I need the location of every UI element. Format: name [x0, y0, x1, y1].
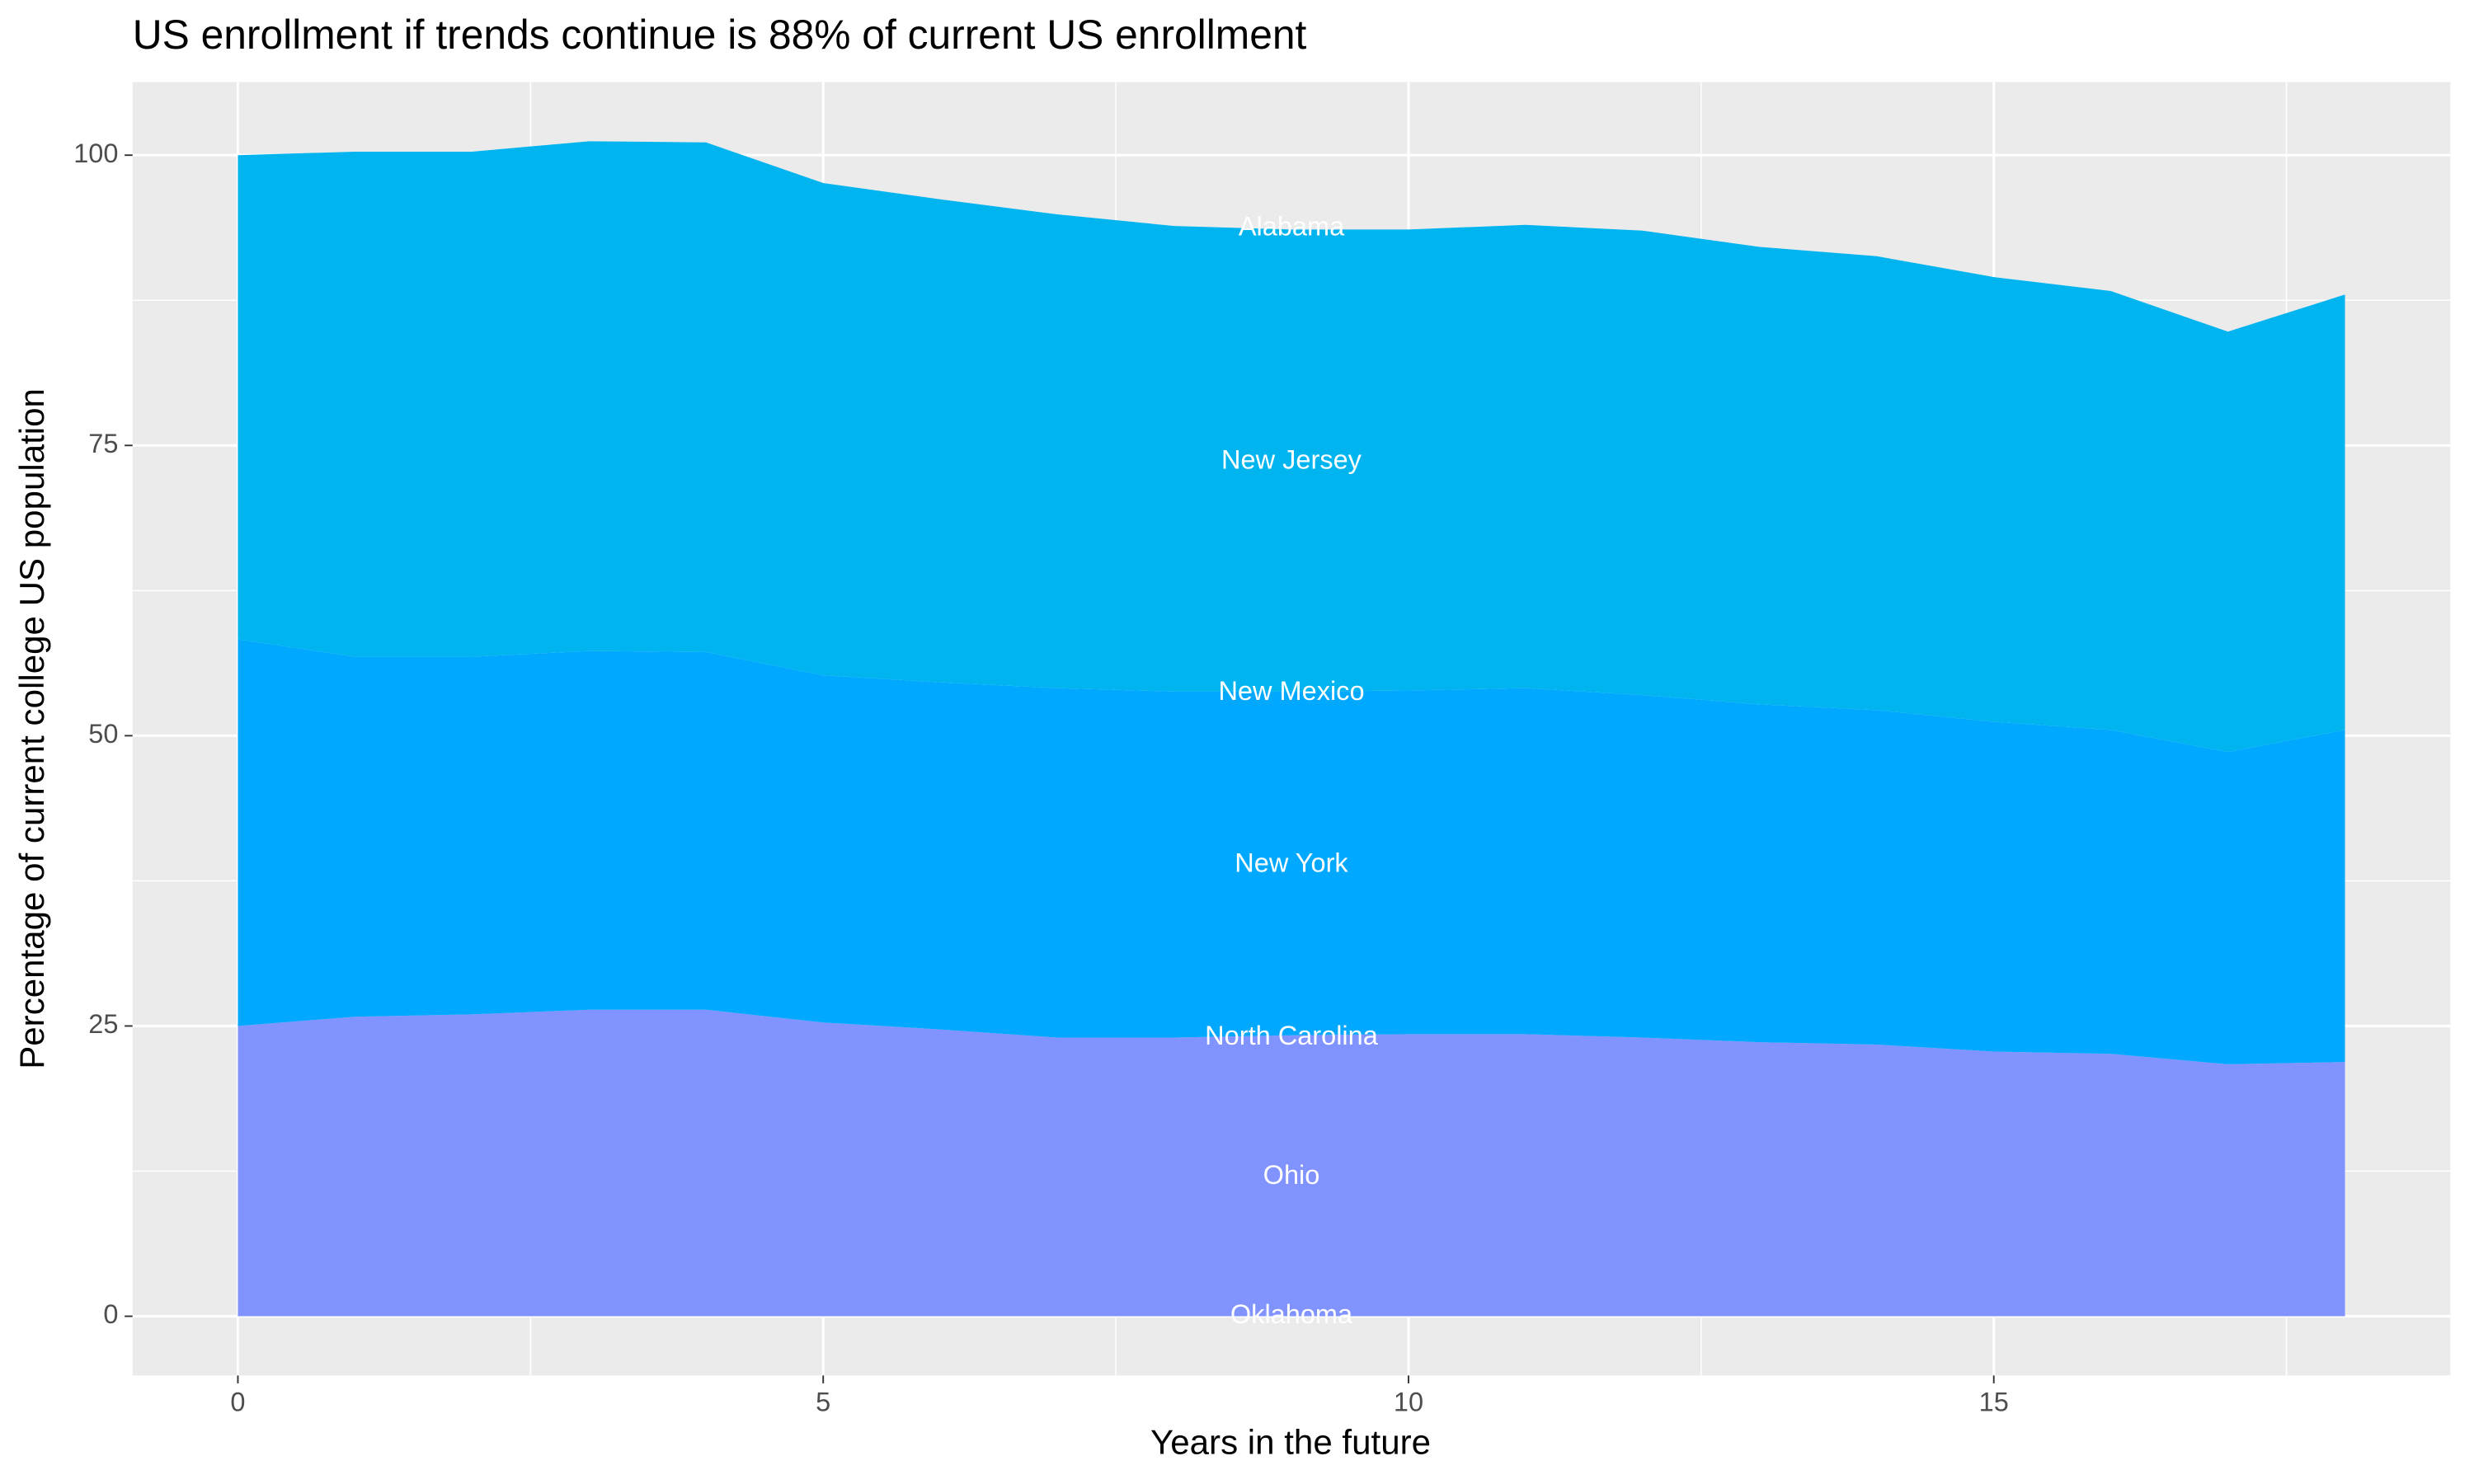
x-tick-label: 0 [230, 1387, 245, 1416]
y-tick-label: 100 [73, 139, 118, 168]
area-layer [238, 639, 2345, 1064]
area-label: Alabama [1239, 212, 1345, 242]
area-layer [238, 1009, 2345, 1317]
area-label: New Mexico [1218, 676, 1364, 706]
area-label: Oklahoma [1230, 1299, 1353, 1329]
chart-title: US enrollment if trends continue is 88% … [133, 12, 1307, 58]
y-tick-label: 50 [88, 719, 118, 749]
x-tick-label: 15 [1979, 1387, 2009, 1416]
y-tick-label: 0 [103, 1299, 118, 1329]
area-label: North Carolina [1205, 1021, 1379, 1050]
y-axis-title: Percentage of current college US populat… [12, 388, 51, 1069]
area-label: Ohio [1263, 1160, 1320, 1190]
area-layer [238, 141, 2345, 753]
y-tick-label: 25 [88, 1009, 118, 1039]
x-tick-label: 5 [816, 1387, 830, 1416]
x-axis-title: Years in the future [1150, 1423, 1431, 1462]
y-tick-label: 75 [88, 429, 118, 458]
x-tick-label: 10 [1394, 1387, 1423, 1416]
area-label: New York [1235, 848, 1348, 877]
area-label: New Jersey [1221, 445, 1362, 475]
